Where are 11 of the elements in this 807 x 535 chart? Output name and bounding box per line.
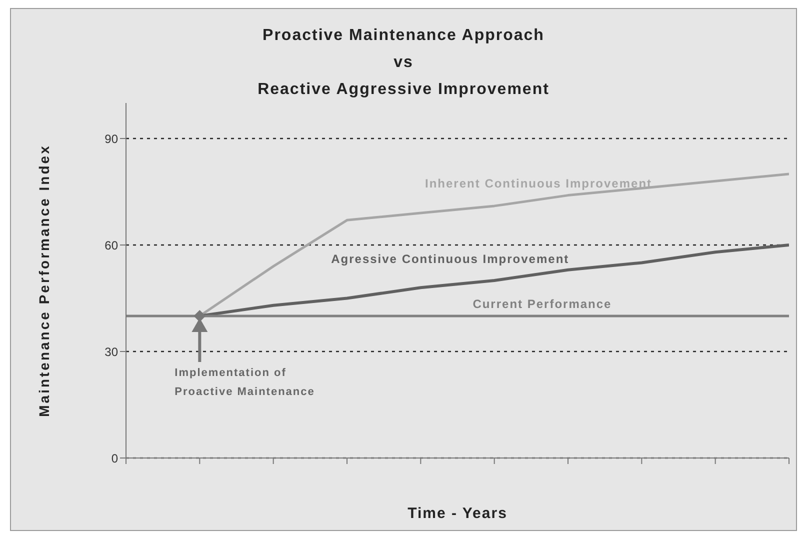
x-axis-title: Time - Years xyxy=(408,505,508,522)
y-tick-label: 0 xyxy=(111,451,118,466)
chart-title: Proactive Maintenance Approach vs Reactive Aggressive Improvement xyxy=(256,26,550,100)
y-tick-label: 90 xyxy=(104,132,118,146)
series-label: Current Performance xyxy=(472,297,612,311)
series-label: Inherent Continuous Improvement xyxy=(425,176,652,191)
y-axis-title: Maintenance Performance Index xyxy=(36,144,52,417)
y-tick-label: 30 xyxy=(104,344,118,359)
series-label: Agressive Continuous Improvement xyxy=(331,252,570,266)
annotation: Implementation of Proactive Maintenance xyxy=(174,366,316,400)
y-tick-label: 60 xyxy=(104,238,118,252)
